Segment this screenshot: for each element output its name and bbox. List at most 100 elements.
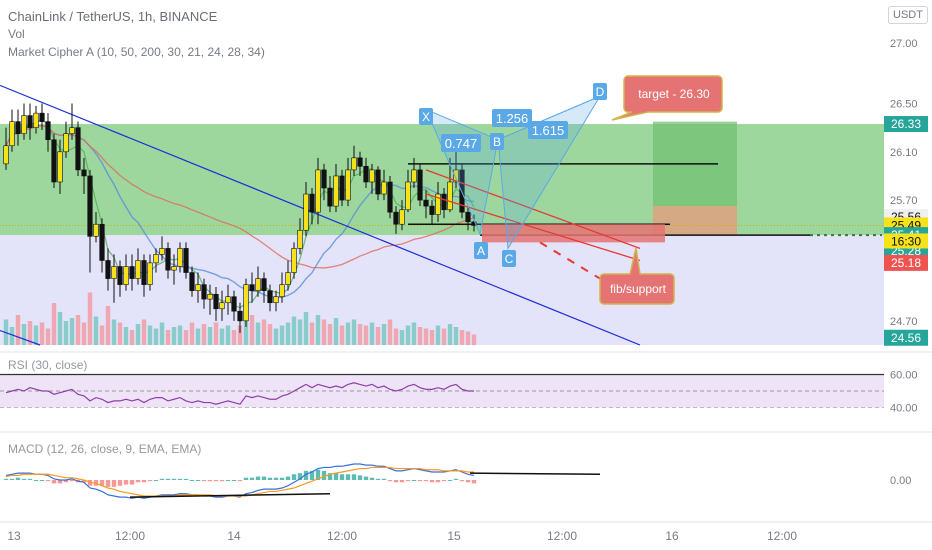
macd-histogram-bar [183, 478, 189, 480]
harmonic-point-d: D [596, 85, 605, 99]
macd-histogram-bar [3, 478, 9, 480]
fib-ratio-badge [492, 109, 532, 127]
candle-body [135, 260, 141, 279]
harmonic-point-x: X [422, 110, 430, 124]
candle-body [441, 193, 447, 211]
candle-body [279, 284, 285, 297]
lower-trendline [0, 329, 41, 346]
macd-indicator-label[interactable]: MACD (12, 26, close, 9, EMA, EMA) [8, 442, 202, 456]
macd-histogram-bar [15, 477, 21, 480]
macd-divergence-line [129, 492, 331, 498]
candle-body [237, 310, 243, 322]
candle-body [87, 175, 93, 237]
volume-bar [105, 306, 111, 345]
candle-body [423, 199, 429, 207]
volume-bar [189, 322, 195, 345]
macd-histogram-bar [195, 480, 201, 481]
volume-bar [399, 330, 405, 345]
candle-body [327, 187, 333, 207]
volume-bar [87, 292, 93, 345]
price-axis-tick: 27.00 [890, 38, 918, 50]
macd-histogram-bar [297, 473, 303, 480]
chart-title[interactable]: ChainLink / TetherUS, 1h, BINANCE [8, 9, 218, 24]
volume-indicator-label[interactable]: Vol [8, 27, 25, 41]
candle-body [81, 169, 87, 177]
rsi-indicator-label[interactable]: RSI (30, close) [8, 358, 88, 372]
stop-loss-box [653, 206, 737, 236]
macd-histogram-bar [249, 477, 255, 480]
time-axis-tick: 13 [7, 529, 21, 543]
rsi-axis-tick: 40.00 [890, 403, 918, 415]
fib-ratio-label: 1.256 [496, 111, 529, 126]
time-axis-tick: 15 [447, 529, 461, 543]
macd-axis-tick: 0.00 [890, 475, 911, 487]
volume-bar [423, 328, 429, 345]
price-axis-tick: 25.70 [890, 195, 918, 207]
macd-histogram-bar [369, 477, 375, 480]
candle-body [345, 169, 351, 201]
macd-histogram-bar [381, 478, 387, 480]
blue-zone [0, 235, 884, 345]
macd-histogram-bar [465, 480, 471, 483]
fib-ratio-label: 1.615 [532, 123, 565, 138]
candle-body [159, 248, 165, 255]
volume-bar [147, 325, 153, 345]
volume-bar [441, 328, 447, 345]
red-channel-bottom [425, 193, 641, 262]
macd-histogram-bar [285, 476, 291, 480]
volume-bar [207, 327, 213, 345]
volume-bar [333, 318, 339, 345]
macd-histogram-bar [21, 478, 27, 480]
candle-body [129, 266, 135, 279]
candle-body [183, 248, 189, 273]
harmonic-point-b: B [493, 135, 501, 149]
volume-bar [381, 324, 387, 345]
candle-body [9, 121, 15, 147]
time-axis-tick: 12:00 [547, 529, 577, 543]
macd-histogram-bar [45, 480, 51, 482]
volume-bar [9, 327, 15, 345]
macd-histogram-bar [327, 473, 333, 480]
volume-bar [243, 309, 249, 345]
candle-body [171, 266, 177, 271]
macd-histogram-bar [153, 480, 159, 481]
macd-histogram-bar [321, 470, 327, 480]
macd-histogram-bar [207, 480, 213, 482]
candle-body [399, 209, 405, 225]
volume-bar [21, 324, 27, 345]
volume-bar [231, 330, 237, 345]
fib-ratio-label: 0.747 [445, 136, 478, 151]
volume-bar [237, 325, 243, 345]
harmonic-point-d-badge [593, 83, 607, 100]
macd-histogram-bar [363, 476, 369, 480]
candle-body [231, 296, 237, 312]
volume-bar [81, 322, 87, 345]
price-label-badge [884, 116, 928, 133]
volume-bar [351, 319, 357, 345]
macd-histogram-bar [453, 478, 459, 480]
macd-histogram-bar [123, 480, 129, 485]
currency-button[interactable]: USDT [888, 6, 928, 24]
candle-body [387, 181, 393, 213]
candle-body [411, 169, 417, 183]
volume-bar [39, 322, 45, 345]
candle-body [141, 260, 147, 285]
macd-histogram-bar [411, 480, 417, 481]
candle-body [249, 284, 255, 291]
volume-bar [75, 315, 81, 345]
volume-bar [117, 322, 123, 345]
candle-body [261, 278, 267, 291]
market-cipher-indicator-label[interactable]: Market Cipher A (10, 50, 200, 30, 21, 24… [8, 45, 265, 59]
macd-histogram-bar [57, 480, 63, 484]
harmonic-point-b-badge [490, 133, 504, 150]
candle-body [321, 169, 327, 189]
macd-histogram-bar [117, 480, 123, 486]
volume-bar [297, 319, 303, 345]
volume-bar [309, 322, 315, 345]
volume-bar [123, 327, 129, 345]
macd-histogram-bar [165, 478, 171, 480]
volume-bar [327, 324, 333, 345]
volume-bar [159, 322, 165, 345]
